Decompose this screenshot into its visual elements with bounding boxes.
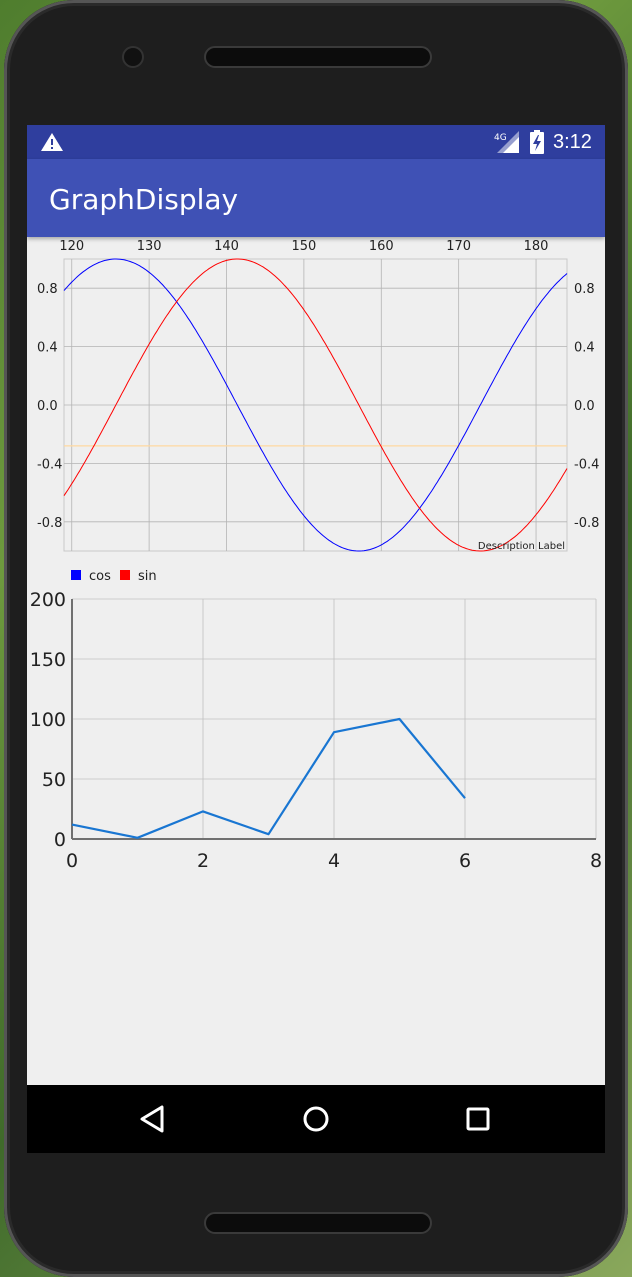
x-tick-label: 150 xyxy=(291,239,316,254)
x-tick-label: 180 xyxy=(524,239,549,254)
battery-icon xyxy=(530,130,544,154)
device-screen: 4G 3:12 GraphDisplay 120 130 140 150 160 170 1… xyxy=(27,125,605,1153)
y-tick-label-left: 0.4 xyxy=(37,341,58,356)
warning-icon xyxy=(41,133,63,151)
y-tick-label-left: -0.4 xyxy=(37,457,62,472)
y-tick-label: 0 xyxy=(54,829,66,851)
y-tick-label: 150 xyxy=(30,649,66,671)
chart-description-label: Description Label xyxy=(478,541,565,552)
series-line-cos xyxy=(63,258,568,552)
series-line xyxy=(71,717,466,839)
x-tick-label: 170 xyxy=(446,239,471,254)
legend-label-sin: sin xyxy=(138,569,157,584)
y-tick-label: 50 xyxy=(42,769,66,791)
y-tick-label-right: -0.8 xyxy=(574,516,599,531)
x-tick-label: 8 xyxy=(590,850,602,872)
navigation-bar xyxy=(27,1085,605,1153)
legend-label-cos: cos xyxy=(89,569,111,584)
legend-swatch-cos xyxy=(71,570,81,580)
y-tick-label-right: 0.0 xyxy=(574,399,595,414)
signal-icon: 4G xyxy=(494,131,519,153)
x-tick-label: 6 xyxy=(459,850,471,872)
x-tick-label: 120 xyxy=(59,239,84,254)
home-icon[interactable] xyxy=(298,1101,334,1137)
legend-swatch-sin xyxy=(120,570,130,580)
status-bar: 4G 3:12 xyxy=(27,125,605,159)
x-tick-label: 130 xyxy=(137,239,162,254)
app-bar: GraphDisplay xyxy=(27,159,605,237)
recent-apps-icon[interactable] xyxy=(460,1101,496,1137)
data-line-chart[interactable]: 0 2 4 6 8 0 50 100 150 200 xyxy=(27,587,605,877)
y-tick-label: 200 xyxy=(30,589,66,611)
app-title: GraphDisplay xyxy=(49,183,239,216)
y-tick-label-left: 0.0 xyxy=(37,399,58,414)
y-tick-label-right: 0.4 xyxy=(574,341,595,356)
x-tick-label: 4 xyxy=(328,850,340,872)
series-line-sin xyxy=(63,258,568,552)
x-tick-label: 0 xyxy=(66,850,78,872)
front-camera xyxy=(122,46,144,68)
y-tick-label: 100 xyxy=(30,709,66,731)
x-tick-label: 140 xyxy=(214,239,239,254)
x-tick-label: 2 xyxy=(197,850,209,872)
top-speaker xyxy=(204,46,432,68)
y-tick-label-right: -0.4 xyxy=(574,457,599,472)
y-tick-label-left: 0.8 xyxy=(37,282,58,297)
back-icon[interactable] xyxy=(136,1101,172,1137)
bottom-speaker xyxy=(204,1212,432,1234)
status-time: 3:12 xyxy=(553,131,592,153)
network-type-label: 4G xyxy=(494,133,507,143)
trig-line-chart[interactable]: 120 130 140 150 160 170 180 -0.8 -0.8 -0.4 -0.4 0.0… xyxy=(27,237,605,587)
x-tick-label: 160 xyxy=(369,239,394,254)
y-tick-label-left: -0.8 xyxy=(37,516,62,531)
y-tick-label-right: 0.8 xyxy=(574,282,595,297)
